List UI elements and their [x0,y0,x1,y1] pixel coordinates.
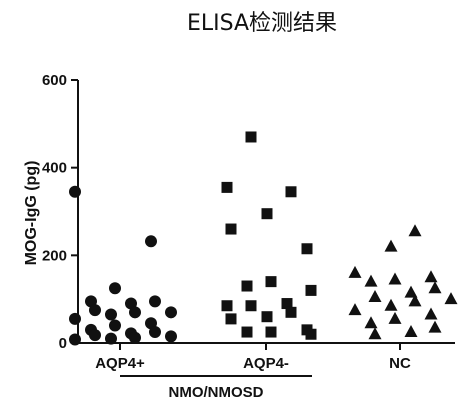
data-point-circle [89,304,101,317]
data-point-circle [165,330,177,343]
data-point-triangle [348,303,362,316]
data-point-square [225,313,237,325]
data-point-square [241,326,253,338]
chart-title: ELISA检测结果 [187,11,337,36]
data-point-square [245,300,257,312]
x-tick-label: AQP4+ [95,355,145,372]
data-point-circle [69,185,81,198]
data-point-square [225,223,237,235]
y-tick-label: 600 [42,72,67,89]
data-point-triangle [384,239,398,252]
group-bracket: NMO/NMOSD [120,375,312,401]
data-point-circle [109,282,121,295]
data-point-circle [149,326,161,339]
data-point-triangle [348,265,362,278]
data-point-circle [69,312,81,325]
data-point-triangle [388,272,402,285]
data-point-square [305,284,317,296]
x-tick-label: AQP4- [243,355,289,372]
data-point-square [221,300,233,312]
y-tick-label: 200 [42,247,67,264]
data-point-circle [105,332,117,345]
data-point-square [285,186,297,198]
data-point-circle [69,333,81,346]
data-point-square [245,131,257,143]
data-point-triangle [424,307,438,320]
data-point-square [221,181,233,193]
x-ticks: AQP4+ AQP4- NC [95,343,411,372]
y-axis: 0 200 400 600 [42,72,79,352]
data-point-square [261,208,273,220]
data-point-square [265,326,277,338]
data-point-triangle [368,327,382,340]
data-point-circle [165,306,177,319]
data-point-square [281,298,293,310]
y-tick-label: 0 [59,335,67,352]
data-point-square [285,306,297,318]
data-point-triangle [444,292,458,305]
x-tick-label: NC [389,355,411,372]
data-point-triangle [428,281,442,294]
data-point-circle [149,295,161,308]
data-point-triangle [424,270,438,283]
data-point-triangle [364,274,378,287]
x-axis: AQP4+ AQP4- NC [78,342,455,372]
data-point-square [305,328,317,340]
data-point-square [261,311,273,323]
data-point-circle [129,306,141,319]
data-point-triangle [404,285,418,298]
data-points [69,131,458,346]
data-point-circle [89,329,101,342]
data-point-circle [109,319,121,332]
y-tick-label: 400 [42,160,67,177]
data-point-triangle [388,311,402,324]
data-point-circle [145,235,157,248]
data-point-square [265,276,277,288]
data-point-square [241,280,253,292]
data-point-circle [129,331,141,344]
data-point-triangle [408,224,422,237]
data-point-circle [105,308,117,321]
data-point-triangle [364,316,378,329]
data-point-triangle [368,289,382,302]
y-axis-title: MOG-IgG (pg) [23,161,40,266]
data-point-triangle [404,325,418,338]
data-point-triangle [384,298,398,311]
y-ticks: 0 200 400 600 [42,72,78,352]
data-point-square [301,243,313,255]
data-point-triangle [428,320,442,333]
group-label: NMO/NMOSD [169,384,264,401]
data-point-triangle [408,294,422,307]
